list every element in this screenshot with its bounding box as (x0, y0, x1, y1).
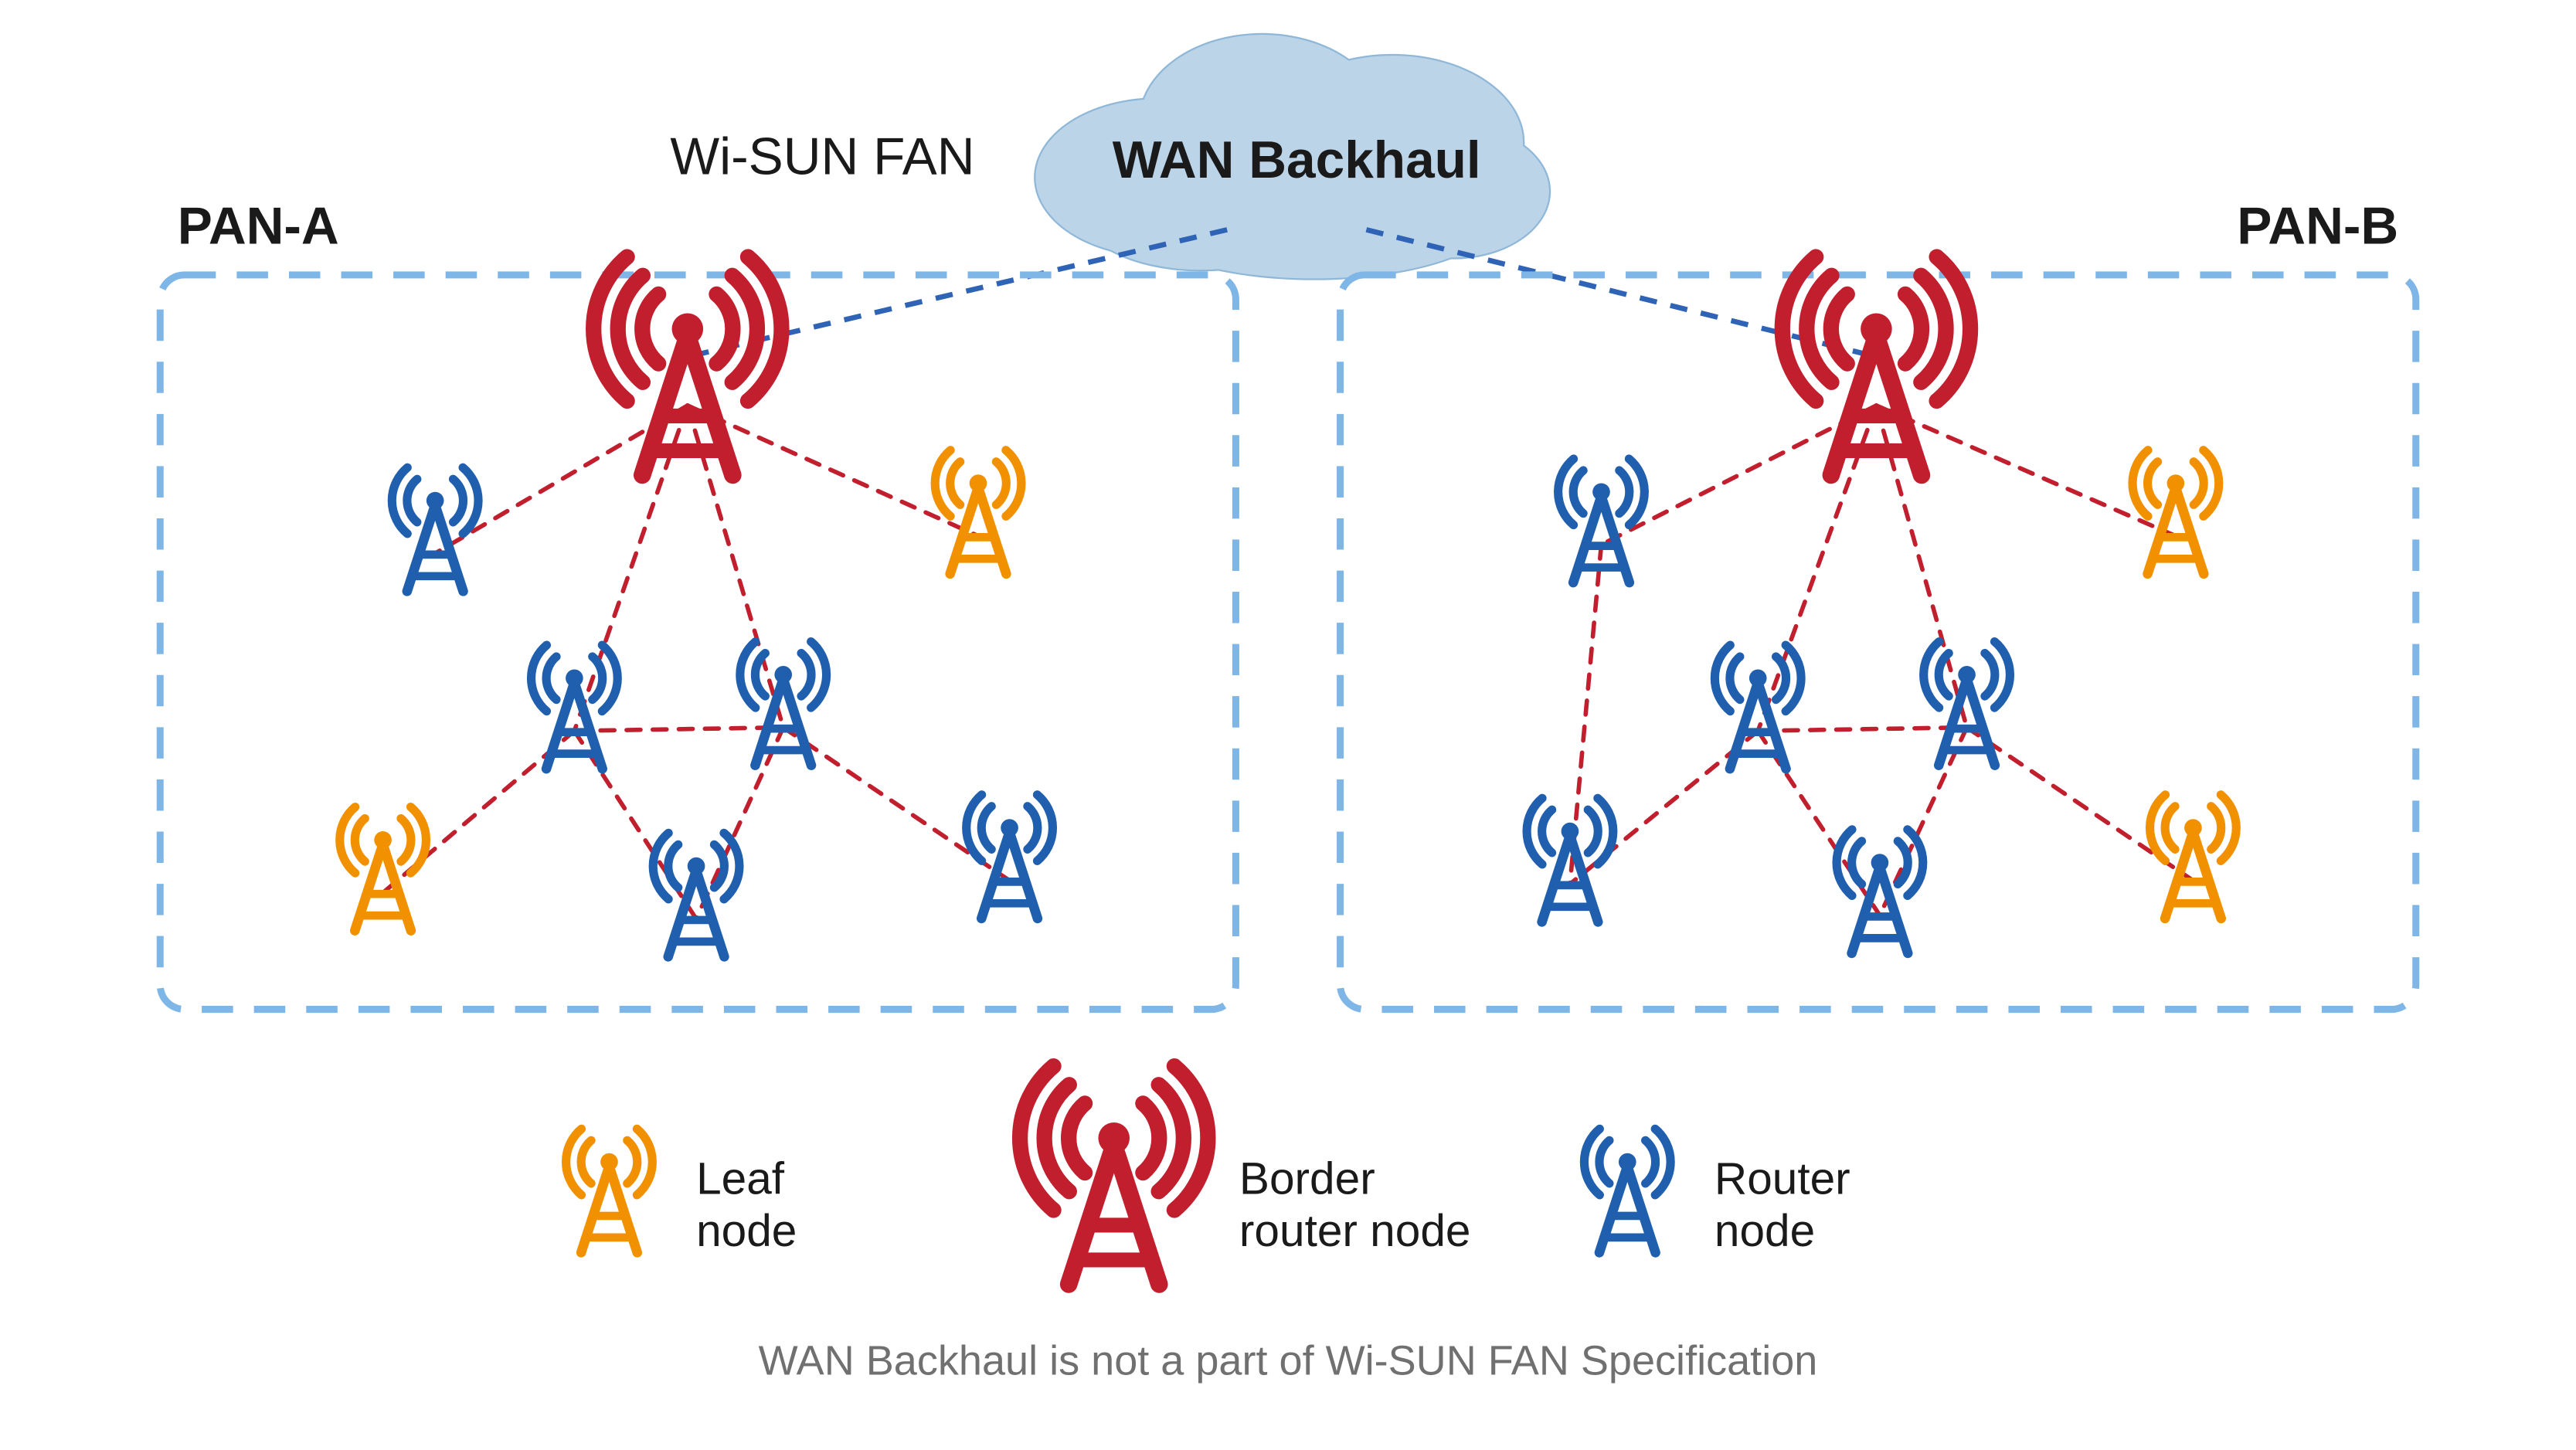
legend-label-border-1: Border (1239, 1153, 1375, 1204)
legend-label-border-2: router node (1239, 1206, 1471, 1256)
legend-label-leaf-1: Leaf (696, 1153, 785, 1204)
wan-cloud-label: WAN Backhaul (1113, 131, 1481, 189)
pan-b-label: PAN-B (2237, 197, 2398, 255)
footnote: WAN Backhaul is not a part of Wi-SUN FAN… (759, 1338, 1818, 1384)
diagram-title: Wi-SUN FAN (670, 127, 974, 185)
legend-label-leaf-2: node (696, 1206, 797, 1256)
legend-label-router-2: node (1715, 1206, 1815, 1256)
legend-label-router-1: Router (1715, 1153, 1850, 1204)
pan-a-label: PAN-A (178, 197, 339, 255)
